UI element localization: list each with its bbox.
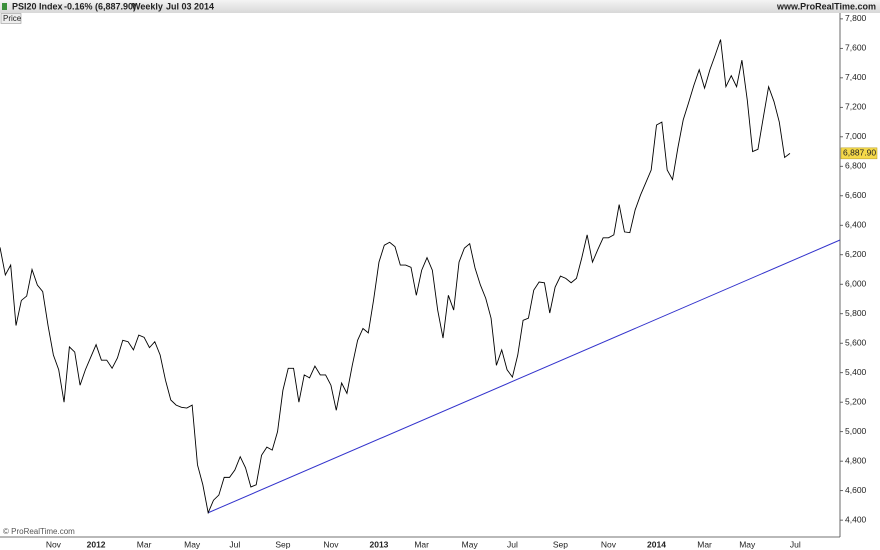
y-tick-label: 6,800 [845, 161, 867, 171]
y-tick-label: 7,400 [845, 72, 867, 82]
value-label-box [840, 147, 878, 160]
x-tick-label: 2012 [87, 539, 106, 549]
x-tick-label: Jul [229, 539, 240, 549]
period: Weekly [132, 1, 163, 11]
panel-label: Price [3, 14, 22, 23]
date: Jul 03 2014 [166, 1, 214, 11]
y-tick-label: 7,600 [845, 43, 867, 53]
y-tick-label: 4,600 [845, 485, 867, 495]
x-tick-label: Mar [697, 539, 712, 549]
x-tick-label: Mar [414, 539, 429, 549]
x-tick-label: May [462, 539, 479, 549]
y-tick-label: 5,600 [845, 337, 867, 347]
y-tick-label: 6,000 [845, 278, 867, 288]
y-tick-label: 5,400 [845, 367, 867, 377]
x-tick-label: Jul [790, 539, 801, 549]
x-tick-label: Nov [601, 539, 617, 549]
change: -0.16% (6,887.90) [64, 1, 136, 11]
y-tick-label: 6,200 [845, 249, 867, 259]
watermark: © ProRealTime.com [3, 527, 75, 536]
x-tick-label: Nov [46, 539, 62, 549]
y-tick-label: 7,200 [845, 102, 867, 112]
y-tick-label: 6,400 [845, 220, 867, 230]
x-tick-label: May [739, 539, 756, 549]
trendline [207, 239, 841, 514]
header-bar [0, 0, 880, 13]
y-tick-label: 5,800 [845, 308, 867, 318]
y-tick-label: 6,600 [845, 190, 867, 200]
price-line [0, 39, 791, 515]
x-tick-label: Sep [553, 539, 568, 549]
y-tick-label: 5,200 [845, 396, 867, 406]
chart-title: PSI20 Index [12, 1, 63, 11]
x-tick-label: Sep [275, 539, 290, 549]
x-tick-label: 2013 [370, 539, 389, 549]
x-tick-label: May [184, 539, 201, 549]
y-tick-label: 4,400 [845, 514, 867, 524]
x-tick-label: Jul [507, 539, 518, 549]
source: www.ProRealTime.com [776, 1, 876, 11]
y-tick-label: 7,800 [845, 13, 867, 23]
y-tick-label: 4,800 [845, 455, 867, 465]
header-icon [2, 3, 7, 10]
y-tick-label: 7,000 [845, 131, 867, 141]
x-tick-label: Nov [323, 539, 339, 549]
value-label: 6,887.90 [843, 148, 876, 158]
x-tick-label: 2014 [647, 539, 666, 549]
panel-label-box [0, 13, 22, 24]
x-tick-label: Mar [137, 539, 152, 549]
y-tick-label: 5,000 [845, 426, 867, 436]
